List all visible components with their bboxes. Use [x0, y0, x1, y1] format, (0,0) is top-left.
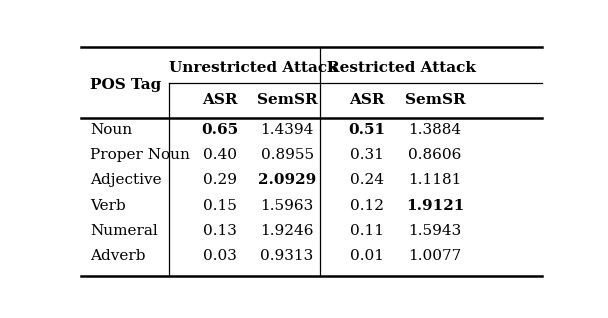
Text: 0.31: 0.31	[350, 149, 384, 162]
Text: 0.9313: 0.9313	[260, 249, 314, 263]
Text: Restricted Attack: Restricted Attack	[326, 61, 475, 75]
Text: ASR: ASR	[350, 93, 385, 107]
Text: 0.12: 0.12	[350, 198, 384, 213]
Text: 1.0077: 1.0077	[409, 249, 461, 263]
Text: 0.01: 0.01	[350, 249, 384, 263]
Text: SemSR: SemSR	[257, 93, 317, 107]
Text: 1.5943: 1.5943	[409, 224, 461, 238]
Text: 0.03: 0.03	[203, 249, 237, 263]
Text: Adverb: Adverb	[90, 249, 146, 263]
Text: Noun: Noun	[90, 123, 133, 137]
Text: 0.51: 0.51	[348, 123, 385, 137]
Text: 2.0929: 2.0929	[258, 174, 316, 188]
Text: 0.13: 0.13	[203, 224, 237, 238]
Text: POS Tag: POS Tag	[90, 78, 161, 92]
Text: 0.65: 0.65	[201, 123, 238, 137]
Text: 1.3884: 1.3884	[409, 123, 461, 137]
Text: ASR: ASR	[202, 93, 238, 107]
Text: 0.8955: 0.8955	[261, 149, 314, 162]
Text: 1.4394: 1.4394	[260, 123, 314, 137]
Text: 0.29: 0.29	[202, 174, 237, 188]
Text: SemSR: SemSR	[405, 93, 465, 107]
Text: 1.5963: 1.5963	[260, 198, 314, 213]
Text: 0.15: 0.15	[203, 198, 237, 213]
Text: 0.24: 0.24	[350, 174, 384, 188]
Text: 0.11: 0.11	[350, 224, 384, 238]
Text: Numeral: Numeral	[90, 224, 158, 238]
Text: 0.40: 0.40	[202, 149, 237, 162]
Text: 1.1181: 1.1181	[409, 174, 461, 188]
Text: Verb: Verb	[90, 198, 126, 213]
Text: 1.9121: 1.9121	[406, 198, 465, 213]
Text: Unrestricted Attack: Unrestricted Attack	[169, 61, 337, 75]
Text: 1.9246: 1.9246	[260, 224, 314, 238]
Text: Adjective: Adjective	[90, 174, 162, 188]
Text: Proper Noun: Proper Noun	[90, 149, 190, 162]
Text: 0.8606: 0.8606	[409, 149, 461, 162]
